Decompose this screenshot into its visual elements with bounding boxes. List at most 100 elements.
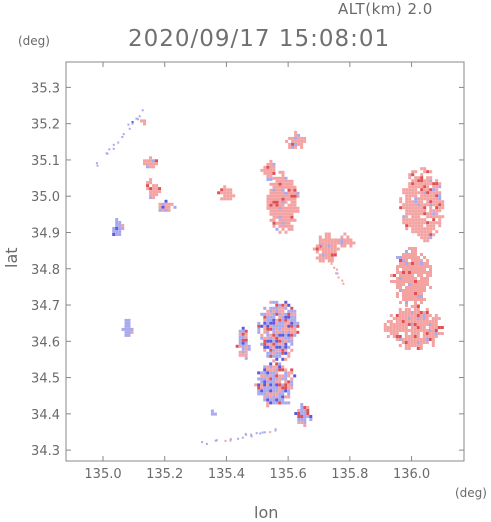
echo-pixel (260, 342, 264, 346)
echo-pixel (293, 309, 297, 313)
echo-pixel (398, 317, 402, 320)
echo-pixel (426, 239, 430, 243)
echo-pixel (405, 221, 409, 225)
echo-pixel (275, 324, 279, 328)
echo-pixel (269, 324, 273, 328)
x-tick-label: 135.2 (146, 467, 183, 482)
altitude-label: ALT(km) 2.0 (338, 0, 433, 18)
echo-pixel (266, 333, 270, 337)
echo-pixel (411, 173, 415, 177)
echo-pixel (287, 327, 291, 331)
echo-pixel (293, 188, 297, 192)
echo-pixel (417, 197, 421, 201)
echo-pixel (431, 341, 435, 344)
echo-pixel (392, 332, 396, 335)
echo-pixel (223, 197, 227, 201)
echo-pixel (284, 303, 288, 307)
echo-pixel (426, 224, 430, 228)
echo-pixel (422, 314, 426, 317)
echo-pixel (284, 218, 288, 222)
echo-pixel (275, 345, 279, 349)
echo-pixel (266, 197, 270, 201)
echo-pixel (411, 227, 415, 231)
y-axis-unit: (deg) (18, 34, 50, 48)
echo-pixel (149, 181, 153, 185)
echo-pixel (278, 194, 282, 198)
echo-pixel (272, 374, 276, 378)
echo-pixel (284, 401, 288, 405)
echo-pixel (411, 298, 414, 301)
echo-pixel (306, 415, 310, 418)
echo-pixel (149, 193, 153, 197)
echo-pixel (287, 221, 291, 225)
echo-pixel (146, 181, 150, 185)
echo-pixel (438, 185, 442, 189)
echo-pixel (407, 338, 411, 341)
echo-pixel (149, 178, 153, 182)
echo-pixel (281, 401, 285, 405)
echo-pixel (149, 187, 153, 191)
echo-pixel (266, 200, 270, 204)
echo-pixel (266, 392, 270, 396)
echo-pixel (389, 326, 393, 329)
echo-pixel (293, 200, 297, 204)
echo-pixel (432, 209, 436, 213)
echo-pixel (423, 265, 426, 268)
echo-pixel (435, 221, 439, 225)
echo-pixel (417, 259, 420, 262)
echo-pixel (408, 176, 412, 180)
echo-pixel (272, 386, 276, 390)
echo-pixel (278, 330, 282, 334)
echo-pixel (440, 326, 444, 329)
echo-pixel (266, 330, 270, 334)
echo-pixel (426, 265, 429, 268)
echo-pixel (127, 327, 131, 331)
echo-pixel (414, 295, 417, 298)
echo-pixel (411, 271, 414, 274)
echo-pixel (290, 218, 294, 222)
echo-pixel (281, 218, 285, 222)
echo-pixel (429, 179, 433, 183)
echo-pixel (312, 247, 316, 251)
echo-pixel (417, 224, 421, 228)
echo-pixel (287, 354, 291, 358)
echo-pixel (413, 320, 417, 323)
echo-pixel (417, 292, 420, 295)
echo-pixel (309, 418, 313, 421)
echo-pixel (402, 221, 406, 225)
echo-pixel (408, 209, 412, 213)
echo-pixel (417, 227, 421, 231)
echo-pixel (281, 215, 285, 219)
echo-pixel (272, 162, 276, 166)
echo-pixel (408, 295, 411, 298)
echo-pixel (423, 194, 427, 198)
echo-pixel (269, 348, 273, 352)
echo-pixel (417, 274, 420, 277)
echo-pixel (396, 286, 399, 289)
echo-pixel (429, 170, 433, 174)
echo-pixel (143, 122, 146, 126)
echo-pixel (405, 271, 408, 274)
echo-pixel (398, 338, 402, 341)
echo-pixel (284, 389, 288, 393)
echo-pixel (346, 241, 350, 245)
echo-pixel (112, 230, 116, 233)
echo-pixel (420, 203, 424, 207)
echo-pixel (420, 259, 423, 262)
echo-cell (294, 403, 313, 427)
echo-pixel (416, 320, 420, 323)
echo-pixel (287, 212, 291, 216)
echo-pixel (405, 212, 409, 216)
echo-pixel (201, 441, 204, 444)
echo-pixel (281, 327, 285, 331)
echo-pixel (413, 308, 417, 311)
echo-pixel (416, 332, 420, 335)
echo-pixel (269, 386, 273, 390)
echo-pixel (275, 351, 279, 355)
echo-pixel (399, 283, 402, 286)
echo-pixel (266, 404, 270, 408)
echo-pixel (324, 244, 328, 248)
echo-pixel (210, 409, 214, 413)
echo-cell (210, 409, 217, 416)
echo-pixel (407, 317, 411, 320)
